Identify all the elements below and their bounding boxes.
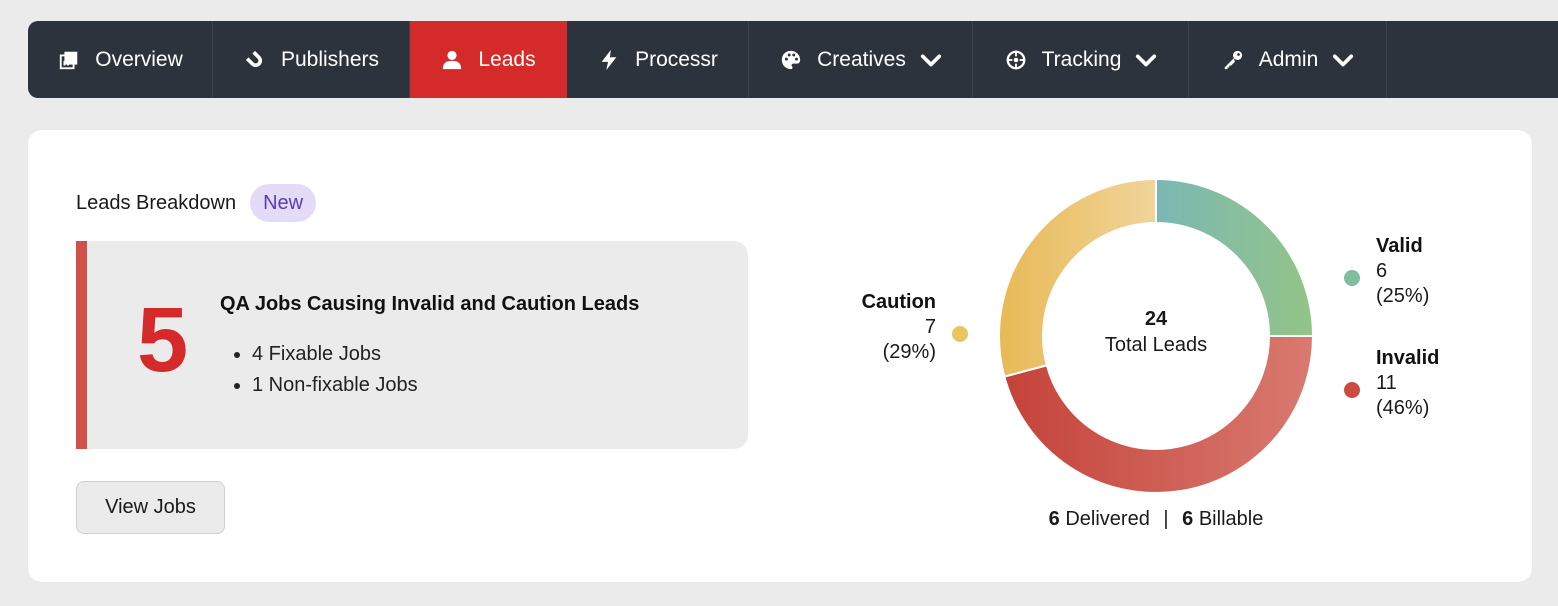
total-leads-value: 24 bbox=[1144, 308, 1168, 330]
legend-value: 7 bbox=[924, 316, 936, 338]
nav-item-creatives[interactable]: Creatives bbox=[749, 21, 973, 98]
legend-valid: Valid 6 (25%) bbox=[1376, 234, 1429, 309]
nav-label: Processr bbox=[635, 47, 718, 71]
billable-label: Billable bbox=[1198, 508, 1264, 530]
billable-count: 6 bbox=[1182, 508, 1194, 530]
view-jobs-button[interactable]: View Jobs bbox=[76, 481, 225, 534]
legend-percent: (29%) bbox=[882, 341, 936, 363]
delivery-stats: 6 Delivered | 6 Billable bbox=[1008, 508, 1304, 531]
chevron-down-icon bbox=[920, 49, 942, 71]
crosshair-icon bbox=[1004, 48, 1028, 72]
nav-label: Admin bbox=[1258, 47, 1319, 71]
stats-separator: | bbox=[1163, 508, 1169, 530]
section-title: Leads Breakdown New bbox=[76, 184, 317, 222]
nav-item-processr[interactable]: Processr bbox=[567, 21, 749, 98]
nav-label: Leads bbox=[478, 47, 536, 71]
overview-icon bbox=[57, 48, 81, 72]
legend-invalid: Invalid 11 (46%) bbox=[1376, 346, 1439, 421]
delivered-count: 6 bbox=[1048, 508, 1060, 530]
top-nav: Overview Publishers Leads Processr Creat… bbox=[28, 21, 1558, 98]
legend-dot-valid bbox=[1344, 270, 1360, 286]
nav-item-leads[interactable]: Leads bbox=[410, 21, 567, 98]
donut-slice-caution[interactable] bbox=[998, 177, 1157, 378]
nav-item-admin[interactable]: Admin bbox=[1189, 21, 1387, 98]
user-icon bbox=[440, 48, 464, 72]
donut-slice-invalid[interactable] bbox=[1003, 335, 1315, 495]
nav-label: Publishers bbox=[280, 47, 380, 71]
qa-jobs-panel: 5 QA Jobs Causing Invalid and Caution Le… bbox=[76, 241, 748, 449]
legend-percent: (25%) bbox=[1376, 285, 1430, 307]
palette-icon bbox=[779, 48, 803, 72]
qa-jobs-title: QA Jobs Causing Invalid and Caution Lead… bbox=[220, 293, 640, 315]
nav-label: Creatives bbox=[817, 47, 906, 71]
leads-breakdown-card: Leads Breakdown New 5 QA Jobs Causing In… bbox=[28, 130, 1532, 582]
legend-dot-caution bbox=[952, 326, 968, 342]
nav-item-tracking[interactable]: Tracking bbox=[973, 21, 1189, 98]
chevron-down-icon bbox=[1332, 49, 1354, 71]
bolt-icon bbox=[597, 48, 621, 72]
total-leads-label: Total Leads bbox=[1104, 334, 1208, 356]
legend-label: Caution bbox=[861, 291, 936, 313]
delivered-label: Delivered bbox=[1065, 508, 1150, 530]
qa-jobs-list: 4 Fixable Jobs 1 Non-fixable Jobs bbox=[252, 339, 418, 401]
legend-value: 6 bbox=[1376, 260, 1388, 282]
magnet-icon bbox=[243, 48, 267, 72]
legend-label: Valid bbox=[1376, 235, 1423, 257]
legend-caution: Caution 7 (29%) bbox=[836, 290, 936, 365]
nav-label: Tracking bbox=[1041, 47, 1122, 71]
leads-donut-chart bbox=[998, 177, 1315, 495]
key-icon bbox=[1221, 48, 1245, 72]
new-badge: New bbox=[250, 184, 317, 222]
nav-label: Overview bbox=[95, 47, 183, 71]
legend-value: 11 bbox=[1376, 372, 1397, 394]
legend-dot-invalid bbox=[1344, 382, 1360, 398]
nav-item-publishers[interactable]: Publishers bbox=[213, 21, 410, 98]
qa-jobs-count: 5 bbox=[137, 289, 189, 391]
legend-label: Invalid bbox=[1376, 347, 1440, 369]
legend-percent: (46%) bbox=[1376, 397, 1430, 419]
nav-item-overview[interactable]: Overview bbox=[28, 21, 213, 98]
chevron-down-icon bbox=[1135, 49, 1157, 71]
list-item: 4 Fixable Jobs bbox=[252, 339, 418, 370]
list-item: 1 Non-fixable Jobs bbox=[252, 370, 418, 401]
section-title-text: Leads Breakdown bbox=[76, 191, 237, 214]
